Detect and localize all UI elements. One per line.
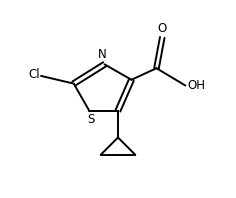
Text: Cl: Cl [28, 69, 40, 81]
Text: OH: OH [187, 79, 205, 92]
Text: N: N [98, 49, 107, 61]
Text: O: O [158, 22, 167, 34]
Text: S: S [87, 113, 95, 127]
